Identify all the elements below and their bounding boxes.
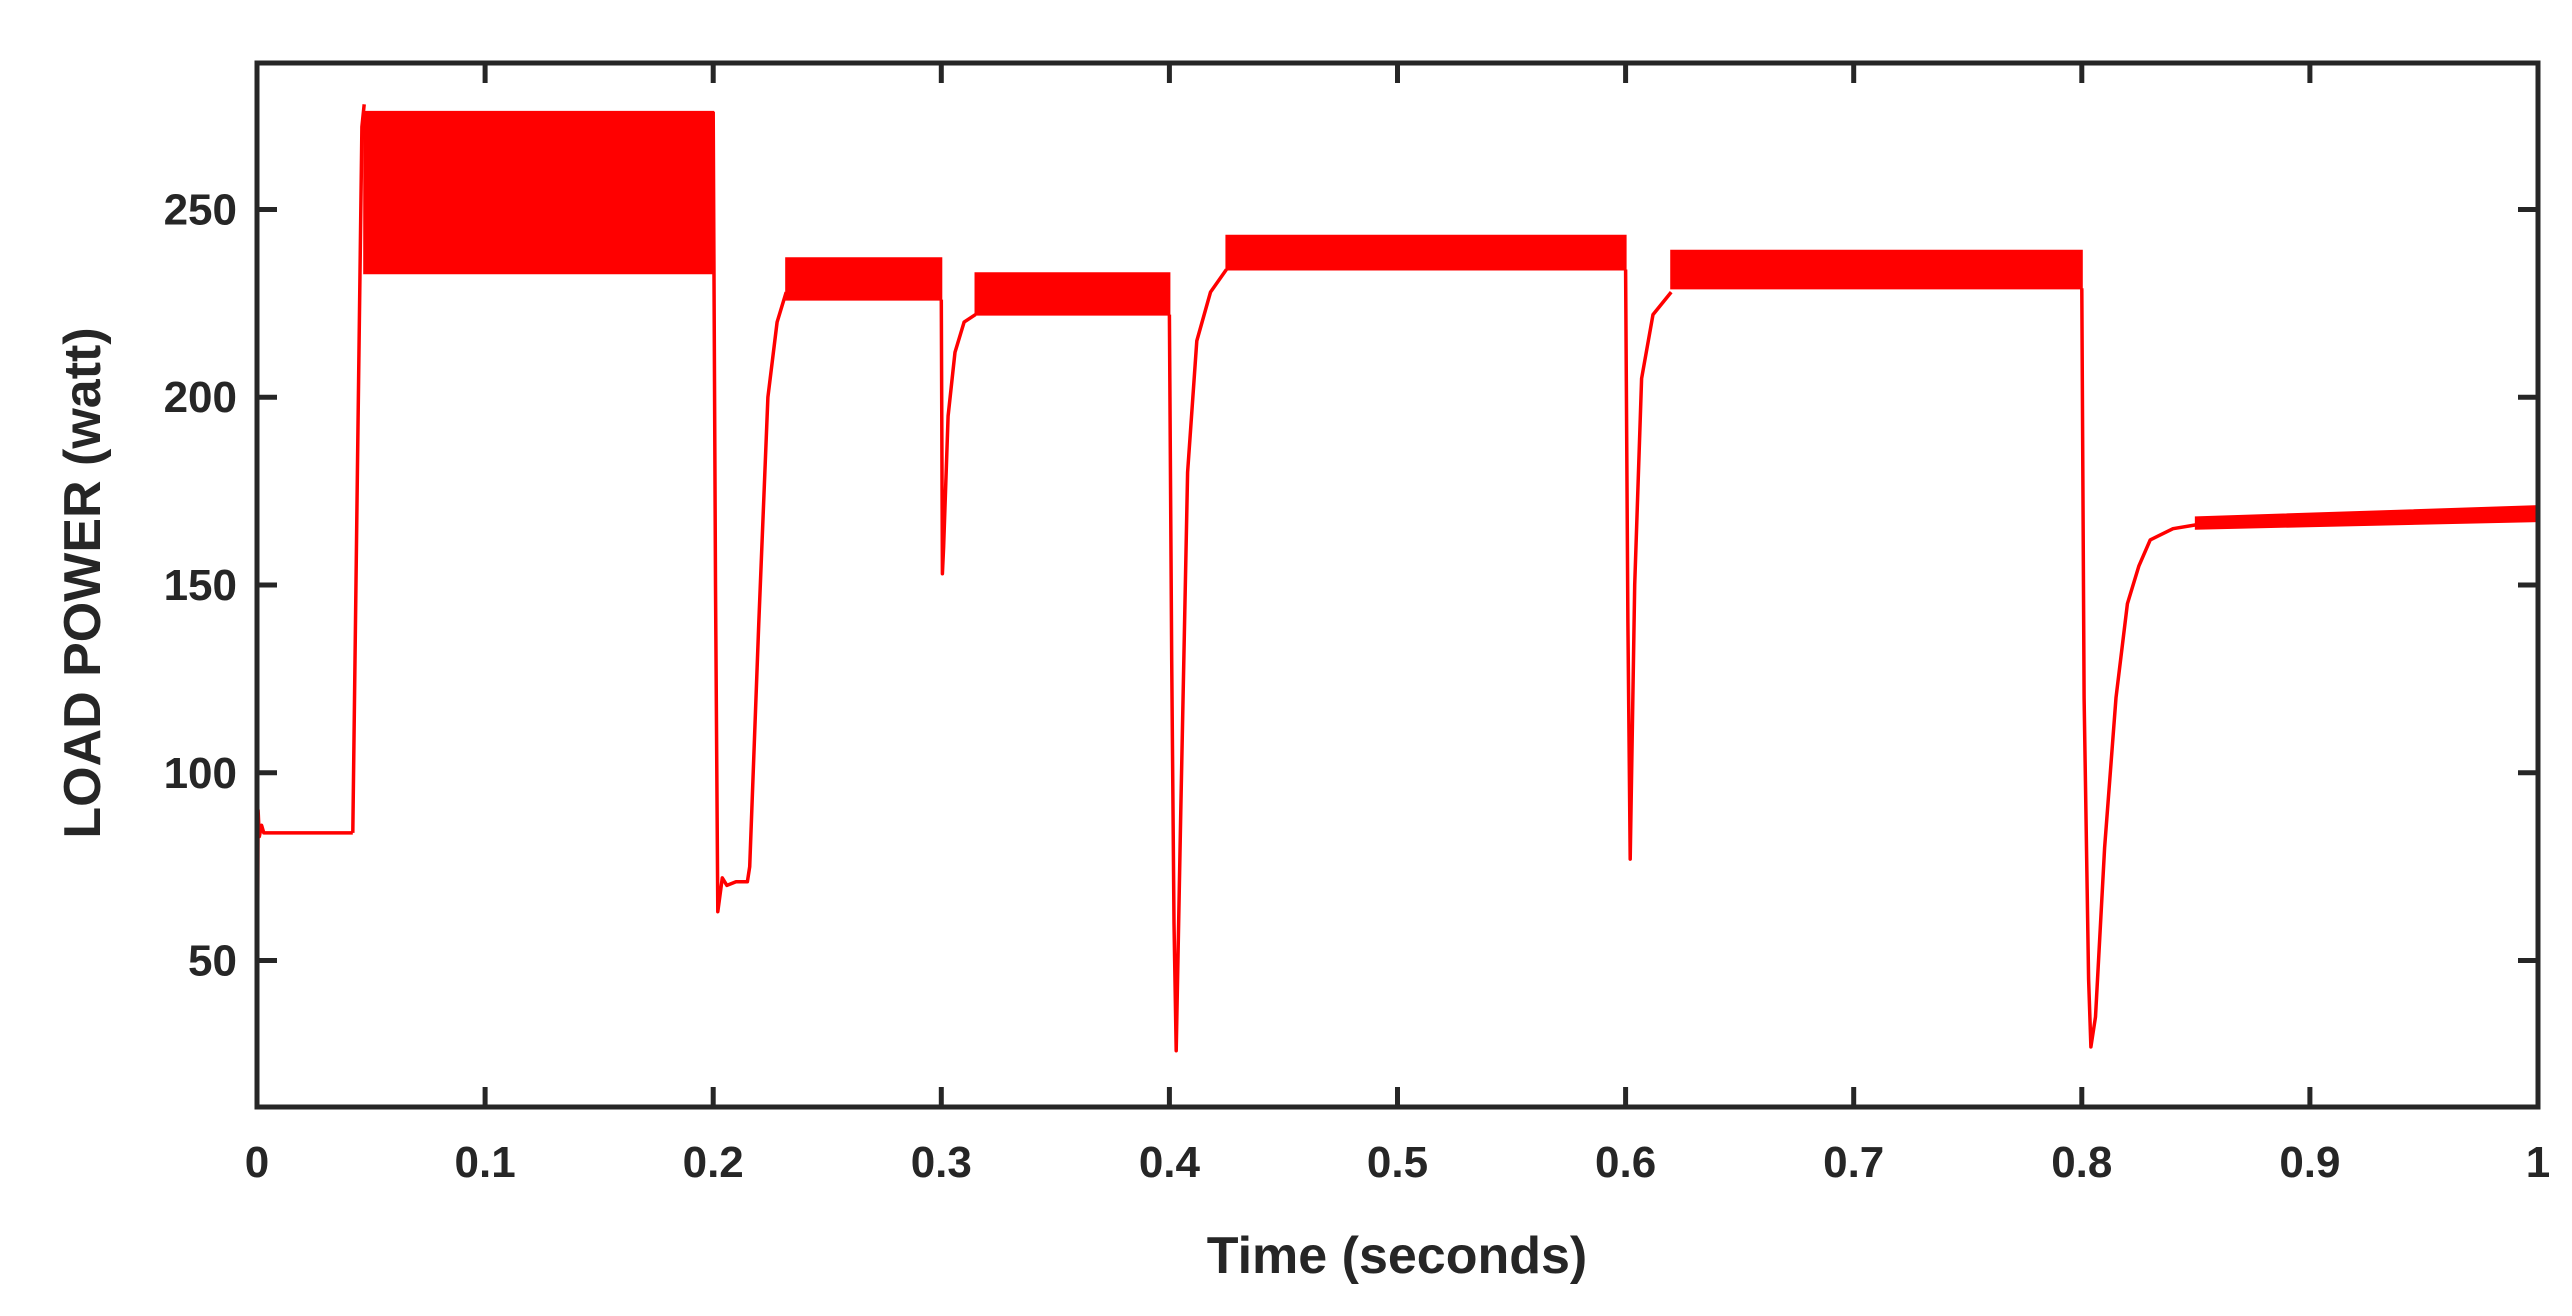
series-oscillation-band-0 bbox=[363, 110, 715, 275]
series-trace-5 bbox=[1623, 269, 1673, 861]
series-trace-4 bbox=[1167, 268, 1228, 1053]
y-tick-label: 250 bbox=[164, 185, 237, 234]
x-tick-label: 0 bbox=[245, 1138, 269, 1187]
series-oscillation-band-2 bbox=[974, 272, 1171, 316]
x-tick-label: 0.8 bbox=[2051, 1138, 2112, 1187]
y-tick-label: 200 bbox=[164, 373, 237, 422]
x-tick-label: 0.1 bbox=[455, 1138, 516, 1187]
y-axis-ticks: 50 100 150 200 250 bbox=[164, 185, 2538, 986]
y-axis-label: LOAD POWER (watt) bbox=[54, 327, 112, 838]
x-tick-label: 0.6 bbox=[1595, 1138, 1656, 1187]
series-oscillation-band-4 bbox=[1670, 249, 2083, 290]
y-tick-label: 100 bbox=[164, 749, 237, 798]
x-tick-label: 0.4 bbox=[1139, 1138, 1201, 1187]
x-tick-label: 1 bbox=[2526, 1138, 2550, 1187]
series-oscillation-band-1 bbox=[785, 257, 943, 301]
x-tick-label: 0.7 bbox=[1823, 1138, 1884, 1187]
series-trace-2 bbox=[711, 111, 788, 914]
series-layer bbox=[257, 104, 2538, 1104]
x-axis-label: Time (seconds) bbox=[1207, 1227, 1587, 1285]
x-axis-ticks: 0 0.1 0.2 0.3 0.4 0.5 0.6 0.7 0.8 0.9 1 bbox=[245, 63, 2550, 1187]
series-oscillation-band-3 bbox=[1225, 234, 1627, 271]
x-tick-label: 0.9 bbox=[2279, 1138, 2340, 1187]
y-tick-label: 50 bbox=[188, 937, 237, 986]
series-oscillation-band-5 bbox=[2194, 505, 2538, 530]
x-tick-label: 0.2 bbox=[683, 1138, 744, 1187]
series-trace-1 bbox=[351, 104, 366, 833]
x-tick-label: 0.5 bbox=[1367, 1138, 1428, 1187]
series-trace-6 bbox=[2080, 288, 2197, 1049]
x-tick-label: 0.3 bbox=[911, 1138, 972, 1187]
series-trace-3 bbox=[939, 299, 977, 576]
y-tick-label: 150 bbox=[164, 561, 237, 610]
